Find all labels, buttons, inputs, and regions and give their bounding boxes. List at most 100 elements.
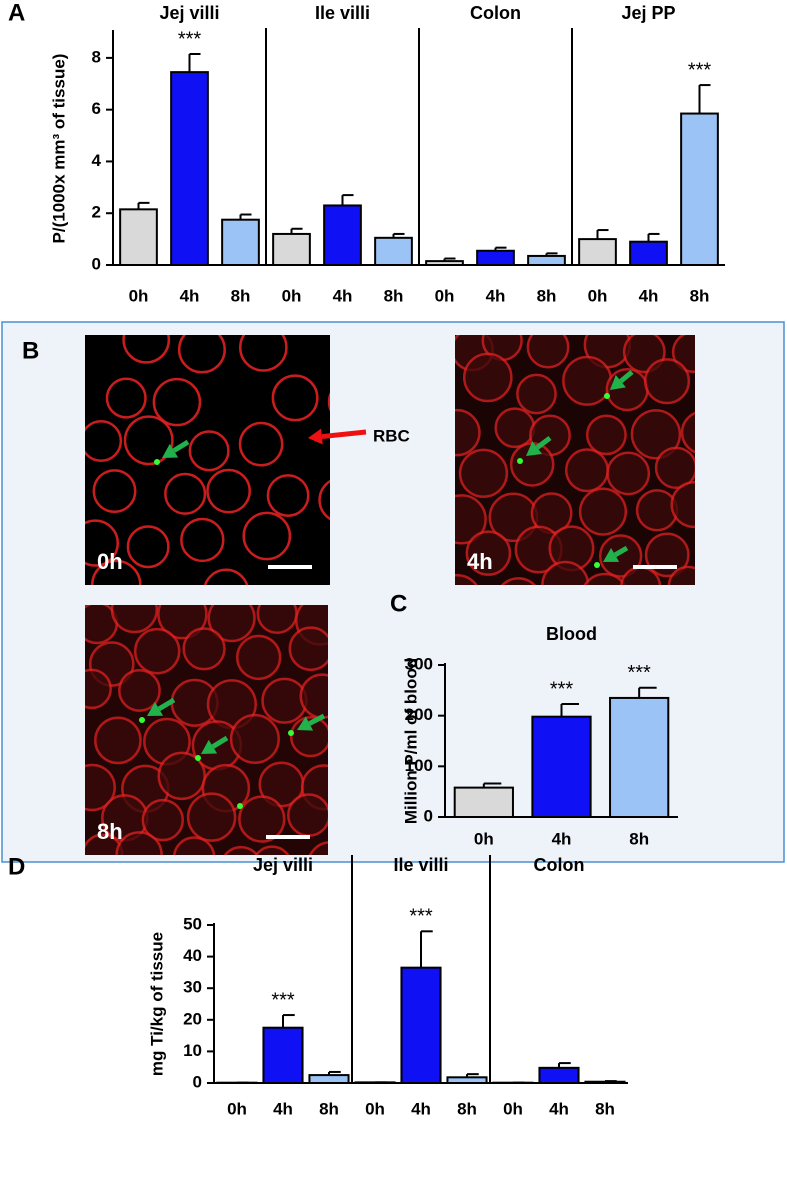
cell [229,713,280,765]
cell [455,573,478,585]
cell [91,559,142,585]
cell [186,792,237,842]
group-label: Jej villi [253,855,313,875]
cell [254,845,290,855]
x-tick-label: 4h [180,286,200,305]
bar [446,1076,488,1085]
group-label: Jej villi [159,3,219,23]
y-axis-label: mg Ti/kg of tissue [147,932,166,1076]
cell [238,795,286,843]
significance-label: *** [271,989,295,1011]
chart-title: Blood [546,624,597,644]
bar [584,1080,626,1084]
x-tick-label: 8h [319,1099,339,1118]
cell [85,419,123,462]
bar [272,232,311,266]
particle [139,717,145,723]
x-tick-label: 0h [435,286,455,305]
group-label: Colon [470,3,521,23]
bar [476,249,515,266]
green-arrow [526,441,542,456]
green-arrow [162,443,179,458]
cell [680,411,695,454]
particle [604,393,610,399]
significance-label: *** [688,59,712,81]
red-arrow [308,428,323,445]
cell [110,605,159,634]
y-tick-label: 10 [183,1041,202,1060]
cell [516,373,557,415]
cell [188,430,230,472]
cell [327,392,330,412]
cell [123,415,174,466]
significance-label: *** [550,678,574,700]
cell [105,377,147,419]
x-tick-label: 8h [595,1099,615,1118]
group-label: Jej PP [621,3,675,23]
cell [85,668,112,710]
cell [455,408,481,457]
cell [635,489,679,532]
cell [115,831,163,855]
cell [606,451,651,496]
bar [119,208,158,266]
cell [261,677,308,724]
green-arrow [613,545,629,558]
bar [629,240,668,266]
x-tick-label: 0h [474,829,494,848]
cell [223,845,259,855]
y-tick-label: 0 [424,806,433,825]
significance-label: *** [627,662,651,684]
bar [680,112,719,266]
micrograph [85,605,328,855]
bar [400,966,442,1084]
red-arrow [321,429,367,440]
x-tick-label: 4h [411,1099,431,1118]
y-axis-label: P/(1000x mm³ of tissue) [49,54,68,244]
green-arrow [610,374,626,390]
cell [238,421,284,467]
y-tick-label: 4 [92,151,102,170]
y-tick-label: 0 [92,254,101,273]
micrograph-label: 8h [97,819,123,844]
bar [262,1026,304,1084]
x-tick-label: 8h [690,286,710,305]
cell [564,448,609,493]
cell [500,577,537,585]
cell [667,565,695,585]
cell [173,836,216,855]
cell [287,793,328,837]
cell [141,798,184,842]
cell [85,763,116,812]
x-tick-label: 8h [231,286,251,305]
y-tick-label: 200 [405,705,433,724]
x-tick-label: 8h [457,1099,477,1118]
y-tick-label: 8 [92,47,101,66]
cell [152,377,202,427]
cell-label: RBC [373,426,410,445]
x-tick-label: 8h [629,829,649,848]
panel-label: B [22,337,39,364]
cell [122,335,171,364]
cell [271,374,319,422]
cell [177,335,226,374]
y-tick-label: 50 [183,914,202,933]
bar [527,254,566,266]
x-tick-label: 4h [549,1099,569,1118]
cell [465,530,512,576]
y-tick-label: 40 [183,946,202,965]
micrograph [85,335,330,585]
x-tick-label: 8h [537,286,557,305]
cell [203,568,249,585]
cell [598,534,643,578]
y-tick-label: 30 [183,978,202,997]
cell [235,634,282,681]
green-arrow [619,370,634,384]
cell [180,517,225,563]
particle [288,730,294,736]
cell [458,448,509,498]
y-tick-label: 0 [193,1072,202,1091]
bar [538,1066,580,1085]
cell [455,494,487,545]
y-tick-label: 6 [92,99,101,118]
